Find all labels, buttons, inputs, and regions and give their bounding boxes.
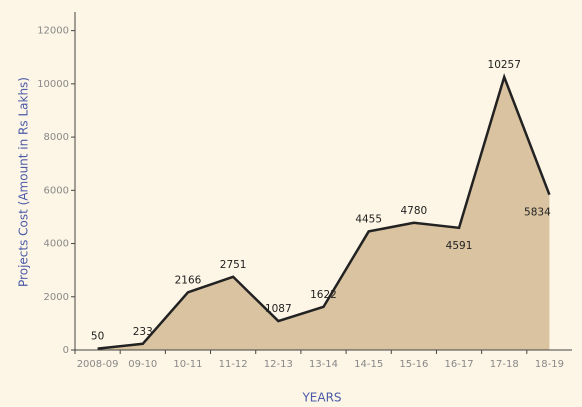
data-label: 233	[133, 326, 153, 338]
x-tick-label: 13-14	[309, 359, 338, 370]
y-tick-label: 4000	[44, 239, 69, 250]
data-label: 4780	[400, 205, 427, 217]
y-tick-label: 12000	[37, 26, 69, 37]
y-tick-label: 0	[63, 345, 69, 356]
x-tick-label: 09-10	[128, 359, 157, 370]
area	[97, 77, 550, 350]
y-tick-label: 6000	[44, 185, 69, 196]
x-tick-label: 15-16	[399, 359, 428, 370]
x-tick-label: 17-18	[490, 359, 519, 370]
data-label: 4591	[446, 240, 473, 252]
y-tick-label: 2000	[44, 292, 69, 303]
data-label: 2166	[175, 274, 202, 286]
data-label: 10257	[488, 59, 521, 71]
x-tick-label: 18-19	[535, 359, 564, 370]
data-label: 50	[91, 331, 104, 343]
data-label: 1622	[310, 289, 337, 301]
y-tick-label: 8000	[44, 132, 69, 143]
y-tick-label: 10000	[37, 79, 69, 90]
line	[97, 73, 551, 350]
y-axis-label: Projects Cost (Amount in Rs Lakhs)	[17, 77, 31, 287]
data-label: 5834	[524, 207, 551, 219]
x-tick-label: 2008-09	[77, 359, 119, 370]
x-tick-label: 12-13	[264, 359, 293, 370]
x-tick-label: 16-17	[445, 359, 474, 370]
x-axis-label: YEARS	[301, 391, 341, 405]
data-label: 1087	[265, 303, 292, 315]
x-tick-label: 14-15	[354, 359, 383, 370]
x-tick-label: 11-12	[219, 359, 248, 370]
x-tick-label: 10-11	[173, 359, 202, 370]
data-label: 4455	[355, 213, 382, 225]
data-label: 2751	[220, 259, 247, 271]
